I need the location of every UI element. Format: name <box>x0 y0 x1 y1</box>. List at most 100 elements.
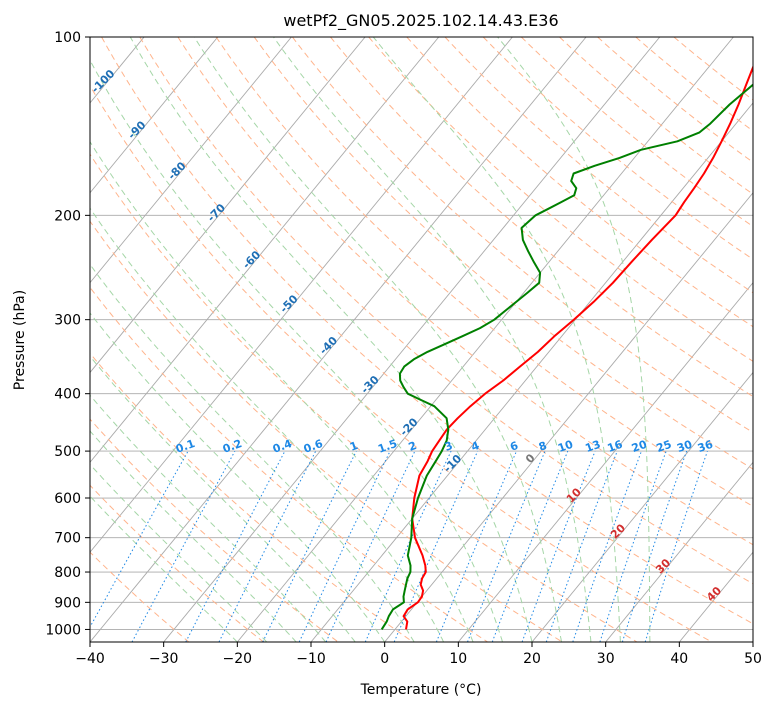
mixing-ratio-label: 6 <box>508 439 520 454</box>
isotherm-line <box>90 37 366 374</box>
isotherm-line <box>384 192 753 642</box>
mixing-ratio-label: 2 <box>407 439 419 454</box>
y-tick-label: 200 <box>54 208 81 224</box>
mixing-ratio-label: 0.2 <box>221 437 244 456</box>
moist-adiabat <box>129 37 533 642</box>
x-tick-label: 10 <box>449 651 467 667</box>
temperature-profile <box>402 64 753 630</box>
dry-adiabat <box>215 37 753 507</box>
isotherm-line <box>163 37 661 642</box>
dry-adiabat <box>90 484 264 642</box>
y-tick-label: 100 <box>54 30 81 46</box>
grid-layer <box>90 37 753 642</box>
mixing-ratio-line <box>644 450 708 642</box>
y-tick-label: 1000 <box>45 622 81 638</box>
mixing-ratio-label: 0.4 <box>271 437 294 456</box>
x-tick-label: −30 <box>149 651 179 667</box>
dry-adiabat <box>520 37 753 228</box>
plot-frame <box>89 36 754 643</box>
mixing-ratio-line <box>131 450 236 642</box>
isotherm-line <box>90 37 587 642</box>
x-tick-label: 0 <box>380 651 389 667</box>
dry-adiabat <box>368 37 753 362</box>
mixing-ratio-line <box>621 450 688 642</box>
isotherm-line <box>90 37 440 464</box>
x-tick-label: 30 <box>597 651 615 667</box>
isotherm-line <box>90 37 292 284</box>
dry-adiabat <box>177 37 753 546</box>
x-tick-label: −40 <box>75 651 105 667</box>
dry-adiabat <box>559 37 753 195</box>
mixing-ratio-label: 1.5 <box>376 437 399 456</box>
x-tick-label: −20 <box>223 651 253 667</box>
moist-adiabat <box>90 140 474 642</box>
y-axis-label: Pressure (hPa) <box>12 290 28 390</box>
axis-layer: −40 −30 −20 −10 0 10 20 30 40 50 1000 900 800 700 600 5… <box>45 30 762 667</box>
moist-adiabat <box>90 263 415 642</box>
mixing-ratio-line <box>521 450 596 642</box>
isotherm-line <box>531 371 753 642</box>
mixing-ratio-label: 13 <box>583 438 602 455</box>
y-tick-label: 700 <box>54 531 81 547</box>
mixing-ratio-line <box>218 450 317 642</box>
dry-adiabat <box>90 352 414 642</box>
dewpoint-profile <box>380 83 753 630</box>
dry-adiabat <box>253 37 753 470</box>
series-layer <box>380 64 753 630</box>
chart-title: wetPf2_GN05.2025.102.14.43.E36 <box>283 11 558 31</box>
y-tick-label: 400 <box>54 387 81 403</box>
mixing-ratio-label: 25 <box>655 438 674 455</box>
mixing-ratio-label: 16 <box>606 438 625 456</box>
mixing-ratio-label: 8 <box>537 439 549 454</box>
mixing-ratio-label: 36 <box>696 438 715 456</box>
mixing-ratio-line <box>491 450 569 642</box>
mixing-ratio-line <box>364 450 452 642</box>
dry-adiabat <box>139 37 753 585</box>
dry-adiabat <box>90 286 488 642</box>
moist-adiabat <box>90 207 445 642</box>
mixing-ratio-label: 4 <box>469 439 481 454</box>
dry-adiabat <box>90 220 563 642</box>
moist-adiabat <box>372 37 621 642</box>
mixing-ratio-line <box>262 450 357 642</box>
dry-adiabat <box>292 37 753 434</box>
mixing-ratio-line <box>467 450 546 642</box>
mixing-ratio-line <box>599 450 667 642</box>
x-tick-label: −10 <box>296 651 326 667</box>
x-tick-label: 40 <box>670 651 688 667</box>
moist-adiabat <box>497 37 651 642</box>
y-tick-label: 300 <box>54 313 81 329</box>
mixing-ratio-label: 1 <box>348 439 360 454</box>
mixing-ratio-label: 30 <box>675 438 694 456</box>
dry-adiabat <box>444 37 753 294</box>
moist-adiabat <box>90 355 356 642</box>
mixing-ratio-label: 10 <box>556 438 575 456</box>
mixing-ratio-line <box>572 450 642 642</box>
y-tick-label: 500 <box>54 444 81 460</box>
isotherm-line <box>457 281 753 642</box>
mixing-ratio-line <box>545 450 618 642</box>
x-axis-label: Temperature (°C) <box>360 682 482 698</box>
dry-adiabat <box>406 37 753 328</box>
y-tick-label: 800 <box>54 565 81 581</box>
moist-adiabat <box>90 59 503 642</box>
isotherm-line <box>236 37 734 642</box>
moist-adiabat <box>90 312 386 642</box>
y-tick-label: 600 <box>54 491 81 507</box>
isotherm-line <box>90 37 219 194</box>
mixing-ratio-line <box>435 450 517 642</box>
moist-adiabat <box>193 37 562 642</box>
mixing-ratio-label: 3 <box>443 439 455 454</box>
x-tick-label: 50 <box>744 651 762 667</box>
moist-adiabat <box>90 495 238 642</box>
dry-adiabat <box>90 153 638 642</box>
mixing-ratio-label: 0.1 <box>174 437 197 456</box>
dry-adiabat <box>330 37 753 398</box>
mixing-ratio-line <box>393 450 479 642</box>
isotherm-line <box>90 37 513 553</box>
moist-adiabat <box>273 37 592 642</box>
x-tick-label: 20 <box>523 651 541 667</box>
isotherm-line <box>605 461 753 642</box>
